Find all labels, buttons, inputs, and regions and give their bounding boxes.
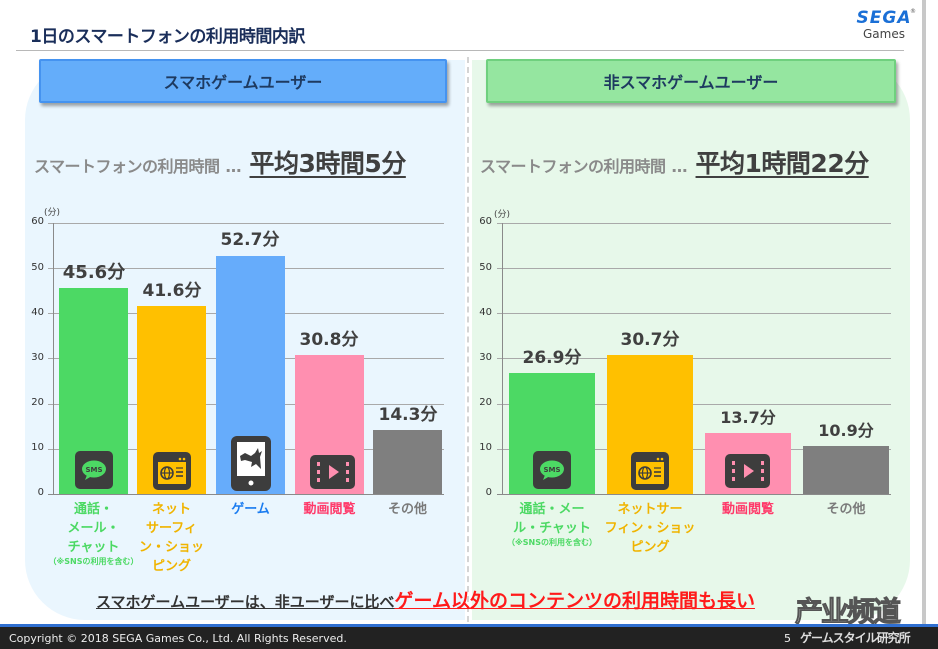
right-edge-strip	[922, 0, 938, 649]
value-label: 30.7分	[620, 330, 680, 350]
usage-label: スマートフォンの利用時間	[34, 157, 220, 176]
y-axis	[53, 223, 54, 495]
sega-games-logo: SEGA ® Games	[852, 8, 916, 40]
category-label: ネット サーフィ ン・ショッ ピング	[138, 502, 204, 574]
lab-name: ゲームスタイル研究所	[800, 631, 911, 645]
usage-label: スマートフォンの利用時間	[480, 157, 666, 176]
category-note: （※SNSの利用を含む）	[48, 557, 139, 566]
gridline	[497, 404, 891, 405]
value-label: 26.9分	[522, 348, 582, 368]
y-tick: 50	[31, 262, 44, 273]
conclusion-part1: スマホゲームユーザーは、非ユーザーに比べ	[96, 593, 395, 611]
y-tick: 20	[31, 397, 44, 408]
usage-dots: …	[671, 157, 688, 176]
gridline	[497, 223, 891, 224]
page-number: 5	[784, 632, 791, 645]
panel-divider	[467, 57, 469, 622]
y-tick: 0	[37, 487, 44, 498]
sms-icon: SMS	[533, 451, 571, 489]
category-label: 通話・ メール・ チャット （※SNSの利用を含む）	[36, 500, 151, 567]
x-axis	[48, 494, 444, 495]
gridline	[48, 223, 444, 224]
watermark-text: 产业频道	[794, 595, 901, 629]
y-tick: 60	[479, 216, 492, 227]
gridline	[497, 358, 891, 359]
right-bar-chart: (分) 60 50 40 30 20 10 0 26.9分 30.7分 13.7…	[479, 210, 891, 555]
gridline	[497, 268, 891, 269]
title-underline	[16, 50, 904, 51]
usage-average: 平均3時間5分	[249, 149, 407, 178]
y-tick: 0	[485, 487, 492, 498]
left-usage-summary: スマートフォンの利用時間 … 平均3時間5分	[34, 144, 406, 180]
y-tick: 10	[31, 442, 44, 453]
video-film-icon	[310, 455, 355, 489]
bar-other	[373, 430, 442, 494]
left-panel-header: スマホゲームユーザー	[39, 59, 447, 103]
conclusion-highlight: ゲーム以外のコンテンツの利用時間も長い	[394, 590, 755, 612]
category-label: 通話・メー ル・チャット （※SNSの利用を含む）	[497, 500, 607, 548]
y-axis-unit: (分)	[494, 210, 511, 220]
slide-title: 1日のスマートフォンの利用時間内訳	[30, 27, 305, 47]
copyright-text: Copyright © 2018 SEGA Games Co., Ltd. Al…	[9, 632, 347, 645]
y-tick: 50	[479, 262, 492, 273]
usage-average: 平均1時間22分	[695, 149, 870, 178]
footer-bar: Copyright © 2018 SEGA Games Co., Ltd. Al…	[0, 624, 938, 649]
smartphone-game-icon	[231, 436, 271, 491]
gridline	[497, 449, 891, 450]
y-tick: 40	[31, 307, 44, 318]
value-label: 13.7分	[720, 408, 776, 427]
bar-other	[803, 446, 889, 494]
svg-text:SMS: SMS	[85, 466, 102, 474]
y-tick: 10	[479, 442, 492, 453]
logo-brand: SEGA	[856, 8, 912, 28]
logo-registered-mark: ®	[910, 8, 916, 15]
category-label: その他	[387, 502, 427, 517]
svg-text:SMS: SMS	[543, 466, 560, 474]
value-label: 45.6分	[62, 262, 126, 283]
web-browser-icon	[631, 452, 669, 490]
usage-dots: …	[225, 157, 242, 176]
gridline	[497, 313, 891, 314]
y-tick: 60	[31, 216, 44, 227]
left-bar-chart: (分) 60 50 40 30 20 10 0 45.6分 41.6分 52.7…	[0, 0, 470, 600]
video-film-icon	[725, 454, 770, 488]
category-note: （※SNSの利用を含む）	[507, 538, 597, 547]
y-tick: 30	[31, 352, 44, 363]
y-axis-unit: (分)	[44, 208, 61, 218]
y-tick: 40	[479, 307, 492, 318]
category-label: 動画閲覧	[303, 502, 356, 517]
category-label: その他	[826, 502, 866, 517]
logo-sub: Games	[863, 27, 905, 41]
category-label: ネットサー フィン・ショッ ピング	[604, 502, 696, 555]
y-axis	[502, 223, 503, 495]
right-panel-header: 非スマホゲームユーザー	[486, 59, 896, 103]
sms-icon: SMS	[75, 451, 113, 489]
y-tick: 20	[479, 397, 492, 408]
web-browser-icon	[153, 452, 191, 490]
x-axis	[497, 494, 891, 495]
conclusion-text: スマホゲームユーザーは、非ユーザーに比べゲーム以外のコンテンツの利用時間も長い	[96, 586, 755, 613]
category-label: 動画閲覧	[721, 502, 774, 517]
value-label: 41.6分	[142, 281, 202, 301]
category-label: ゲーム	[231, 502, 270, 517]
value-label: 10.9分	[818, 421, 874, 440]
right-panel-background	[472, 60, 910, 620]
y-tick: 30	[479, 352, 492, 363]
right-usage-summary: スマートフォンの利用時間 … 平均1時間22分	[480, 144, 869, 180]
value-label: 52.7分	[220, 230, 280, 250]
value-label: 30.8分	[299, 330, 359, 350]
value-label: 14.3分	[378, 405, 438, 425]
